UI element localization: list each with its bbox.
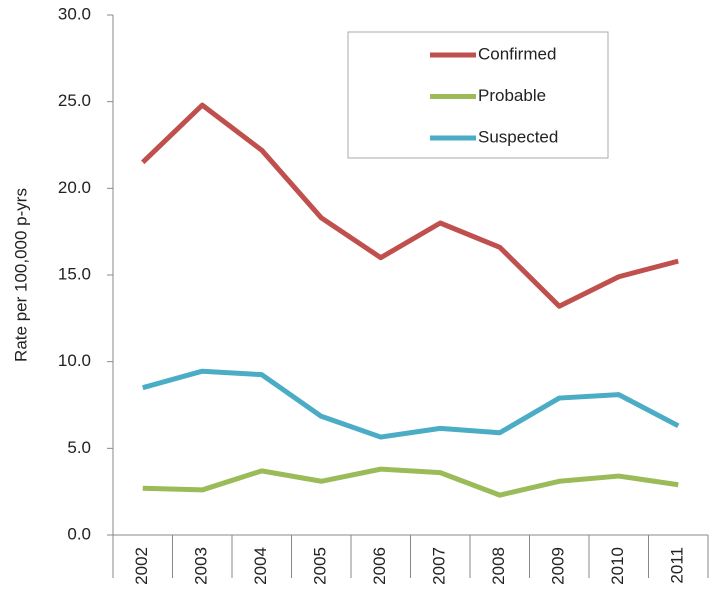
x-tick-label: 2008 xyxy=(489,547,508,585)
x-tick-label: 2011 xyxy=(668,547,687,584)
x-tick-label: 2004 xyxy=(251,547,270,585)
line-series xyxy=(142,368,680,440)
legend-label: Confirmed xyxy=(478,44,556,63)
x-tick-label: 2005 xyxy=(311,547,330,585)
y-tick-label: 15.0 xyxy=(58,264,91,283)
legend-label: Probable xyxy=(478,86,546,105)
x-tick-label: 2002 xyxy=(132,547,151,585)
x-tick-label: 2007 xyxy=(430,547,449,585)
x-tick-label: 2006 xyxy=(370,547,389,585)
legend-box xyxy=(347,31,609,159)
y-tick-label: 0.0 xyxy=(67,524,91,543)
y-tick-label: 20.0 xyxy=(58,178,91,197)
y-tick-label: 25.0 xyxy=(58,91,91,110)
line-series xyxy=(142,466,679,498)
x-tick-label: 2003 xyxy=(192,547,211,585)
y-tick-label: 5.0 xyxy=(67,438,91,457)
line-series xyxy=(141,102,679,309)
y-tick-label: 10.0 xyxy=(58,351,91,370)
x-tick-label: 2009 xyxy=(549,547,568,585)
legend-label: Suspected xyxy=(478,127,558,146)
y-tick-label: 30.0 xyxy=(58,4,91,23)
y-axis-label: Rate per 100,000 p-yrs xyxy=(11,188,30,362)
x-tick-label: 2010 xyxy=(608,547,627,585)
